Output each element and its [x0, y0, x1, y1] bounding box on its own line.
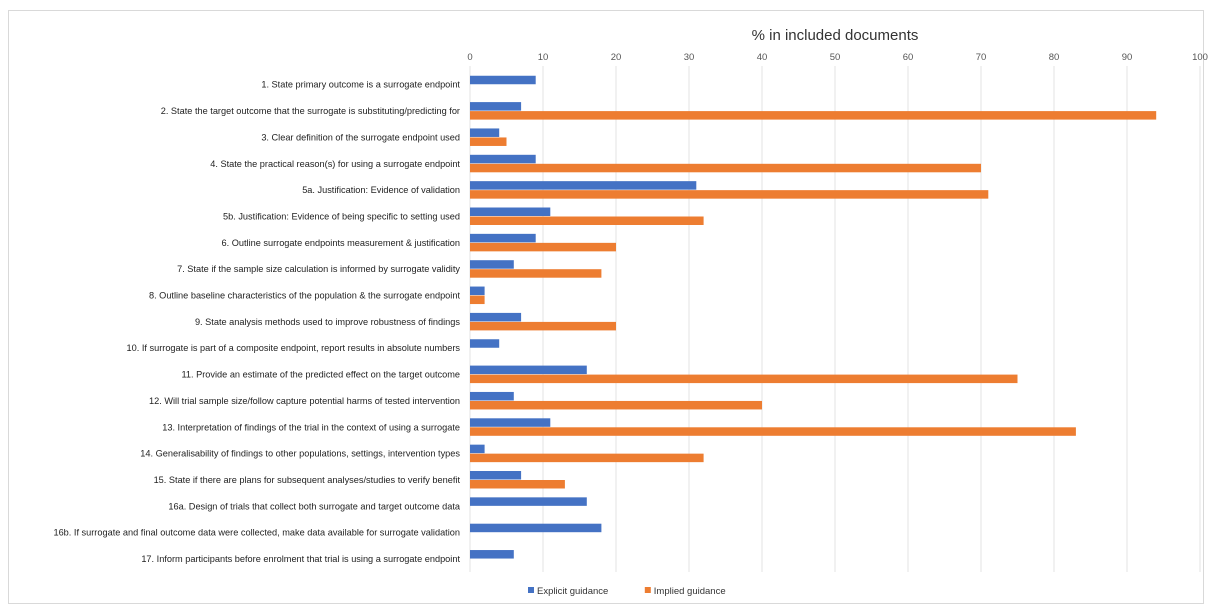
bar-explicit: [470, 471, 522, 480]
category-label: 14. Generalisability of findings to othe…: [140, 449, 460, 459]
category-label: 11. Provide an estimate of the predicted…: [181, 370, 460, 380]
bar-implied: [470, 269, 602, 278]
x-tick-label: 90: [1122, 52, 1133, 63]
bar-explicit: [470, 75, 536, 85]
x-tick-label: 10: [538, 52, 549, 63]
bar-implied: [470, 163, 981, 173]
bar-explicit: [470, 365, 587, 375]
category-label: 2. State the target outcome that the sur…: [161, 106, 460, 116]
bar-explicit: [470, 444, 485, 454]
x-tick-label: 50: [830, 52, 841, 63]
bar-explicit: [470, 102, 522, 111]
bar-explicit: [470, 286, 485, 296]
bar-implied: [470, 216, 704, 225]
category-label: 5b. Justification: Evidence of being spe…: [223, 211, 460, 221]
x-tick-label: 80: [1049, 52, 1060, 63]
bar-explicit: [470, 312, 522, 322]
category-label: 4. State the practical reason(s) for usi…: [210, 159, 460, 169]
bar-explicit: [470, 391, 514, 401]
bar-explicit: [470, 497, 587, 506]
legend-swatch: [644, 587, 651, 593]
bar-implied: [470, 137, 507, 146]
bar-explicit: [470, 128, 500, 137]
category-label: 8. Outline baseline characteristics of t…: [149, 291, 460, 301]
category-label: 12. Will trial sample size/follow captur…: [149, 396, 460, 406]
chart-frame: [8, 10, 1204, 604]
bar-explicit: [470, 154, 536, 164]
bar-implied: [470, 480, 565, 489]
bar-explicit: [470, 339, 500, 348]
bar-implied: [470, 111, 1157, 120]
legend-swatch: [528, 587, 534, 593]
x-tick-label: 40: [757, 52, 768, 63]
category-label: 16b. If surrogate and final outcome data…: [53, 528, 460, 538]
category-label: 7. State if the sample size calculation …: [177, 264, 460, 274]
bar-implied: [470, 453, 704, 463]
x-tick-label: 0: [467, 52, 472, 63]
x-tick-label: 60: [903, 52, 914, 63]
category-label: 3. Clear definition of the surrogate end…: [261, 132, 460, 142]
bar-implied: [470, 242, 616, 252]
bar-explicit: [470, 550, 514, 559]
x-tick-label: 20: [611, 52, 622, 63]
bar-implied: [470, 427, 1076, 436]
axis-title: % in included documents: [752, 27, 919, 44]
legend-label: Explicit guidance: [537, 586, 608, 597]
x-tick-label: 30: [684, 52, 695, 63]
category-label: 10. If surrogate is part of a composite …: [127, 343, 461, 353]
legend-label: Implied guidance: [654, 586, 726, 597]
bar-explicit: [470, 181, 697, 190]
bar-implied: [470, 400, 762, 410]
category-label: 13. Interpretation of findings of the tr…: [162, 422, 460, 432]
category-label: 17. Inform participants before enrolment…: [141, 554, 460, 564]
bar-implied: [470, 295, 485, 305]
category-label: 16a. Design of trials that collect both …: [168, 501, 461, 511]
category-label: 6. Outline surrogate endpoints measureme…: [222, 238, 461, 248]
category-label: 5a. Justification: Evidence of validatio…: [302, 185, 460, 195]
bar-explicit: [470, 523, 602, 533]
category-label: 15. State if there are plans for subsequ…: [154, 475, 461, 485]
x-tick-label: 70: [976, 52, 987, 63]
bar-explicit: [470, 418, 551, 427]
bar-explicit: [470, 260, 514, 269]
category-label: 9. State analysis methods used to improv…: [195, 317, 460, 327]
x-tick-label: 100: [1192, 52, 1208, 63]
bar-implied: [470, 190, 989, 199]
bar-explicit: [470, 207, 551, 216]
bar-explicit: [470, 233, 536, 243]
bar-implied: [470, 374, 1018, 384]
bar-implied: [470, 321, 616, 331]
category-label: 1. State primary outcome is a surrogate …: [261, 80, 460, 90]
